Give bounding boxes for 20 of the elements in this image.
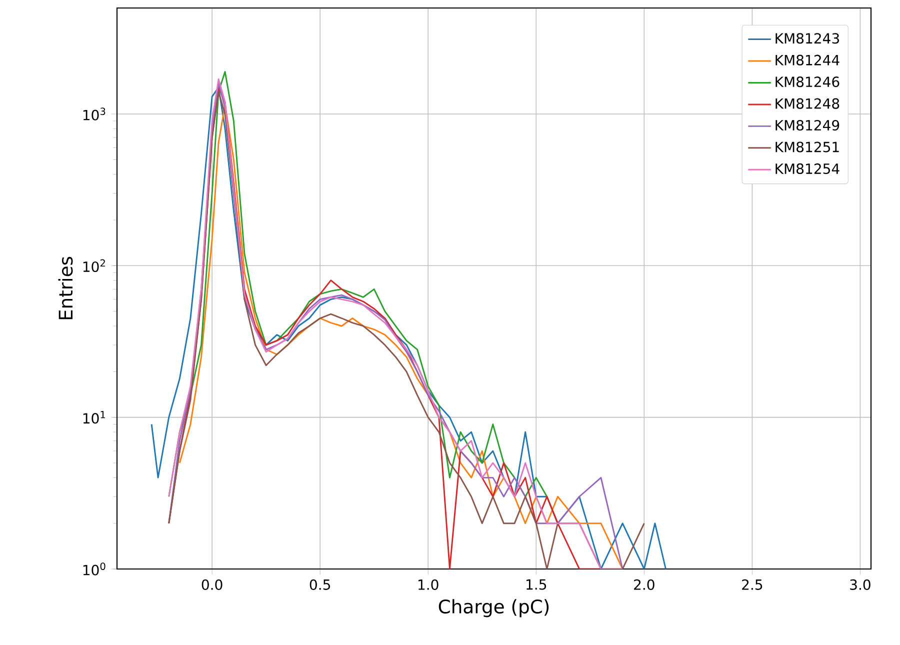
- legend-label: KM81248: [776, 98, 840, 109]
- x-axis-title: Charge (pC): [438, 599, 549, 618]
- x-tick-label: 2.5: [742, 579, 762, 590]
- legend-label: KM81249: [776, 120, 840, 131]
- legend-label: KM81251: [776, 142, 839, 152]
- y-tick-label: 10$^{3}$: [83, 108, 106, 120]
- legend-label: KM81246: [776, 76, 840, 88]
- y-tick-label: 10$^{1}$: [83, 410, 106, 424]
- y-axis-title: Entries: [58, 256, 73, 320]
- x-tick-label: 1.0: [418, 579, 438, 590]
- y-tick-label: 10$^{0}$: [83, 562, 106, 576]
- y-tick-label: 10$^{2}$: [83, 259, 105, 272]
- legend-label: KM81243: [776, 33, 839, 44]
- legend-label: KM81244: [776, 54, 840, 66]
- x-tick-label: 1.5: [526, 579, 546, 590]
- legend-label: KM81254: [776, 163, 840, 174]
- x-tick-label: 0.0: [202, 579, 222, 590]
- x-tick-label: 0.5: [310, 579, 330, 590]
- x-tick-label: 3.0: [850, 579, 870, 590]
- x-tick-label: 2.0: [634, 579, 654, 590]
